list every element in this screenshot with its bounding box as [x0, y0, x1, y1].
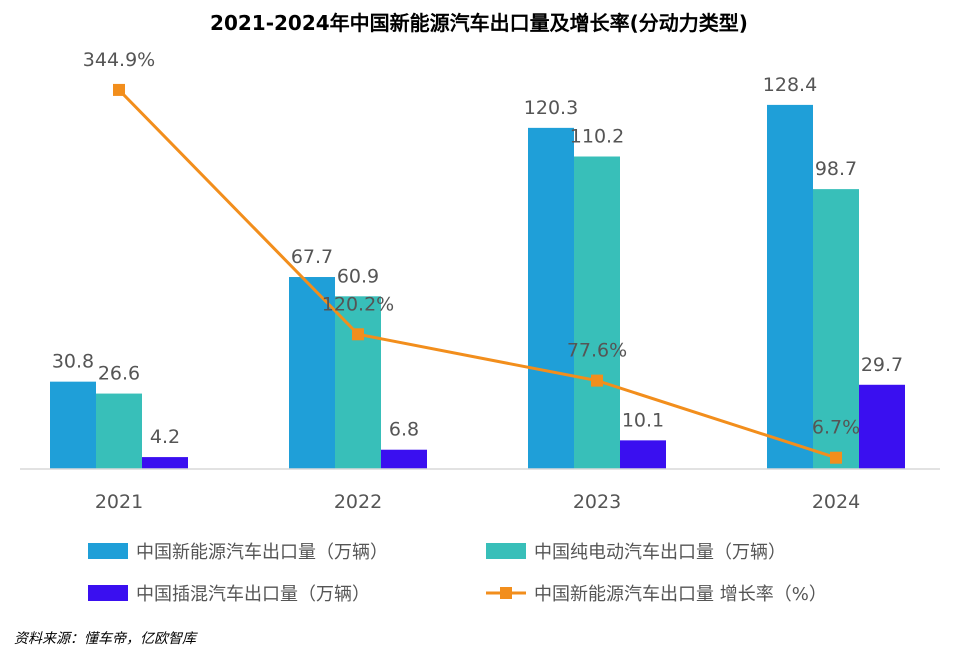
x-tick-2022: 2022 — [334, 491, 382, 513]
bar-2024-series-2 — [813, 189, 859, 470]
bar-value-label: 60.9 — [337, 265, 379, 287]
legend-swatch-growth-marker — [500, 587, 512, 599]
legend-label-series-3: 中国插混汽车出口量（万辆） — [136, 584, 370, 605]
x-tick-2023: 2023 — [573, 491, 621, 513]
value-labels-layer: 30.826.6 4.2 67.760.9 6.8 120.3 110.2 10.1 128.… — [52, 49, 903, 448]
bar-value-label: 26.6 — [98, 363, 140, 385]
legend-swatch-series-3 — [88, 585, 128, 601]
bar-value-label: 30.8 — [52, 351, 94, 373]
growth-rate-marker — [113, 83, 125, 96]
bar-2024-series-3 — [859, 384, 905, 469]
x-axis-ticks: 2021 2022 2023 2024 — [95, 491, 860, 513]
x-tick-2021: 2021 — [95, 491, 143, 513]
legend-label-growth-rate: 中国新能源汽车出口量 增长率（%） — [534, 584, 827, 605]
chart-title: 2021-2024年中国新能源汽车出口量及增长率(分动力类型) — [210, 11, 748, 35]
bar-2024-series-1 — [767, 104, 813, 469]
growth-rate-marker — [591, 374, 603, 387]
bar-2021-series-1 — [50, 381, 96, 469]
growth-rate-marker — [352, 328, 364, 341]
bar-value-label: 128.4 — [763, 74, 817, 96]
bar-2023-series-1 — [528, 127, 574, 469]
growth-rate-label: 344.9% — [83, 49, 155, 71]
x-tick-2024: 2024 — [812, 491, 860, 513]
growth-line-layer — [113, 83, 842, 464]
bar-2022-series-1 — [289, 277, 335, 469]
growth-rate-label: 120.2% — [322, 293, 394, 315]
source-note: 资料来源：懂车帝，亿欧智库 — [14, 631, 198, 647]
growth-rate-label: 6.7% — [812, 417, 860, 439]
legend-label-series-2: 中国纯电动汽车出口量（万辆） — [534, 542, 786, 563]
bars-layer — [50, 104, 905, 470]
bar-value-label: 10.1 — [622, 409, 664, 431]
legend-swatch-series-1 — [88, 543, 128, 559]
legend-label-series-1: 中国新能源汽车出口量（万辆） — [136, 542, 388, 563]
bar-value-label: 4.2 — [150, 426, 180, 448]
bar-value-label: 29.7 — [861, 354, 903, 376]
bar-value-label: 120.3 — [524, 97, 578, 119]
bar-value-label: 6.8 — [389, 419, 419, 441]
bar-2022-series-2 — [335, 296, 381, 469]
bar-2021-series-3 — [142, 457, 188, 469]
legend-swatch-series-2 — [486, 543, 526, 559]
bar-2021-series-2 — [96, 393, 142, 469]
bar-2023-series-3 — [620, 440, 666, 469]
growth-rate-label: 77.6% — [567, 340, 627, 362]
bar-2023-series-2 — [574, 156, 620, 470]
bar-value-label: 67.7 — [291, 246, 333, 268]
legend: 中国新能源汽车出口量（万辆） 中国纯电动汽车出口量（万辆） 中国插混汽车出口量（万辆… — [88, 542, 827, 605]
bar-value-label: 98.7 — [815, 158, 857, 180]
bar-2022-series-3 — [381, 449, 427, 469]
growth-rate-line — [117, 88, 837, 460]
growth-rate-marker — [830, 451, 842, 464]
bar-value-label: 110.2 — [570, 126, 624, 148]
